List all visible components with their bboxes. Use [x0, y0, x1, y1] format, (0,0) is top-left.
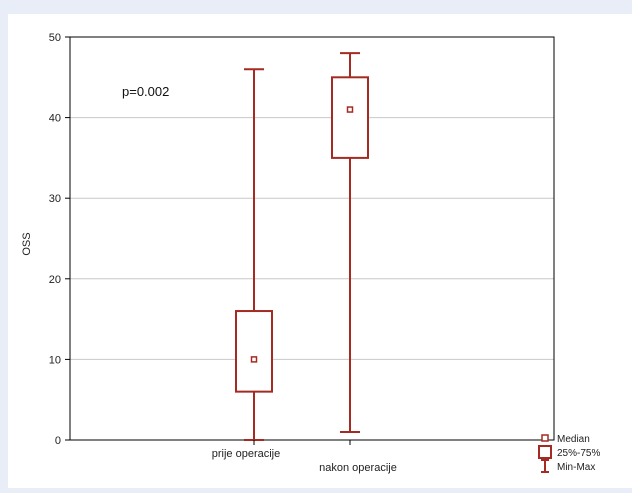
y-tick-label: 50: [49, 32, 61, 44]
legend-item: Min-Max: [541, 459, 595, 473]
box-group: [331, 52, 369, 433]
legend-label: Min-Max: [557, 462, 595, 473]
y-tick-label: 20: [49, 274, 61, 286]
legend-median-symbol: [541, 434, 549, 442]
legend-label: Median: [557, 434, 590, 445]
x-tick-label: nakon operacije: [319, 462, 397, 474]
iqr-box: [235, 310, 273, 393]
axes: [69, 36, 555, 441]
y-tick-label: 40: [49, 113, 61, 125]
x-tick-label: prije operacije: [212, 448, 280, 460]
legend-item: 25%-75%: [538, 445, 600, 459]
legend-box-symbol: [538, 445, 552, 459]
boxes: [235, 52, 369, 441]
plot-frame: [69, 36, 555, 441]
legend-label: 25%-75%: [557, 448, 600, 459]
y-tick-label: 0: [55, 435, 61, 447]
legend: Median 25%-75% Min-Max: [538, 434, 600, 473]
grid-lines: [70, 117, 554, 360]
iqr-box: [331, 76, 369, 159]
box-group: [235, 68, 273, 441]
p-value-annotation: p=0.002: [122, 84, 169, 99]
boxplot-chart: 0 10 20 30 40 50 prije operacije nakon operaci…: [21, 32, 600, 474]
y-tick-label: 30: [49, 193, 61, 205]
y-tick-label: 10: [49, 354, 61, 366]
median-marker: [346, 106, 354, 113]
legend-item: Median: [541, 434, 590, 445]
chart-container: 0 10 20 30 40 50 prije operacije nakon operaci…: [8, 14, 632, 488]
median-marker: [250, 356, 258, 363]
x-tick-labels: prije operacije nakon operacije: [212, 440, 397, 474]
y-axis-label: OSS: [21, 232, 33, 255]
y-ticks: 0 10 20 30 40 50: [49, 32, 70, 447]
